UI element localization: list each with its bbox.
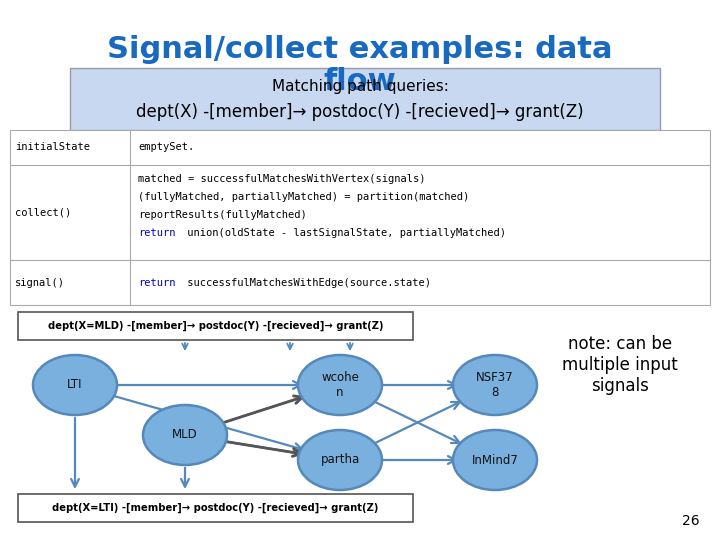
Text: signal(): signal() [15, 278, 65, 287]
Ellipse shape [298, 355, 382, 415]
Text: dept(X) -[member]→ postdoc(Y) -[recieved]→ grant(Z): dept(X) -[member]→ postdoc(Y) -[recieved… [136, 103, 584, 121]
Text: matched = successfulMatchesWithVertex(signals): matched = successfulMatchesWithVertex(si… [138, 174, 426, 184]
Ellipse shape [143, 405, 227, 465]
Ellipse shape [33, 355, 117, 415]
Text: NSF37
8: NSF37 8 [476, 371, 514, 399]
Text: InMind7: InMind7 [472, 454, 518, 467]
Ellipse shape [298, 430, 382, 490]
Text: reportResults(fullyMatched): reportResults(fullyMatched) [138, 210, 307, 220]
Ellipse shape [453, 430, 537, 490]
Text: 26: 26 [683, 514, 700, 528]
Text: successfulMatchesWithEdge(source.state): successfulMatchesWithEdge(source.state) [181, 278, 431, 287]
FancyBboxPatch shape [18, 312, 413, 340]
Text: (fullyMatched, partiallyMatched) = partition(matched): (fullyMatched, partiallyMatched) = parti… [138, 192, 469, 202]
Ellipse shape [453, 355, 537, 415]
Text: union(oldState - lastSignalState, partiallyMatched): union(oldState - lastSignalState, partia… [181, 228, 506, 238]
Text: partha: partha [320, 454, 359, 467]
Text: flow: flow [323, 68, 397, 97]
Text: dept(X=LTI) -[member]→ postdoc(Y) -[recieved]→ grant(Z): dept(X=LTI) -[member]→ postdoc(Y) -[reci… [53, 503, 379, 513]
Text: LTI: LTI [67, 379, 83, 392]
Text: return: return [138, 278, 176, 287]
Text: initialState: initialState [15, 143, 90, 152]
Text: Signal/collect examples: data: Signal/collect examples: data [107, 36, 613, 64]
Text: collect(): collect() [15, 207, 71, 218]
Text: MLD: MLD [172, 429, 198, 442]
Text: return: return [138, 228, 176, 238]
Text: dept(X=MLD) -[member]→ postdoc(Y) -[recieved]→ grant(Z): dept(X=MLD) -[member]→ postdoc(Y) -[reci… [48, 321, 383, 331]
Text: wcohe
n: wcohe n [321, 371, 359, 399]
Text: note: can be
multiple input
signals: note: can be multiple input signals [562, 335, 678, 395]
FancyBboxPatch shape [70, 68, 660, 130]
Text: Matching path queries:: Matching path queries: [271, 79, 449, 94]
FancyBboxPatch shape [10, 130, 710, 305]
Text: emptySet.: emptySet. [138, 143, 194, 152]
FancyBboxPatch shape [18, 494, 413, 522]
